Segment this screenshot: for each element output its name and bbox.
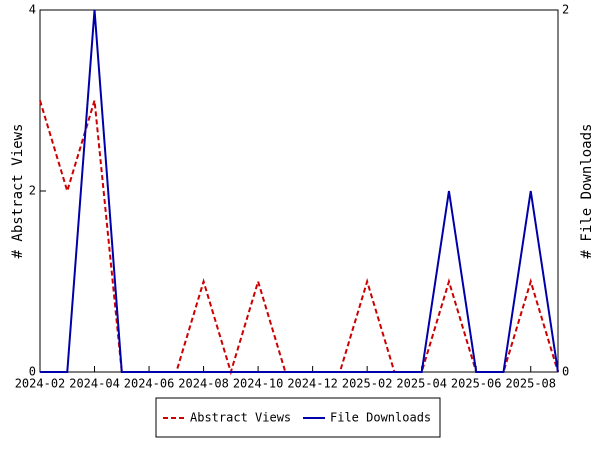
x-tick-label: 2024-10 — [233, 377, 284, 391]
y-tick-label: 4 — [29, 3, 36, 17]
x-tick-label: 2025-06 — [451, 377, 502, 391]
x-tick-label: 2025-02 — [342, 377, 393, 391]
y-axis-label: # Abstract Views — [10, 124, 26, 259]
legend-label: Abstract Views — [190, 411, 291, 425]
x-tick-label: 2024-12 — [287, 377, 338, 391]
legend-label: File Downloads — [330, 411, 431, 425]
y-tick-label: 0 — [29, 365, 36, 379]
x-tick-label: 2025-08 — [505, 377, 556, 391]
y2-axis-label: # File Downloads — [579, 124, 595, 259]
y-tick-label: 2 — [29, 184, 36, 198]
legend — [155, 397, 441, 438]
series-line — [40, 9, 559, 373]
y2-tick-label: 2 — [562, 3, 569, 17]
series-line — [39, 100, 559, 376]
y2-tick-label: 0 — [562, 365, 569, 379]
x-tick-label: 2024-06 — [124, 377, 175, 391]
x-tick-label: 2024-04 — [69, 377, 120, 391]
x-tick-label: 2024-02 — [15, 377, 66, 391]
x-tick-label: 2024-08 — [178, 377, 229, 391]
x-tick-label: 2025-04 — [396, 377, 447, 391]
